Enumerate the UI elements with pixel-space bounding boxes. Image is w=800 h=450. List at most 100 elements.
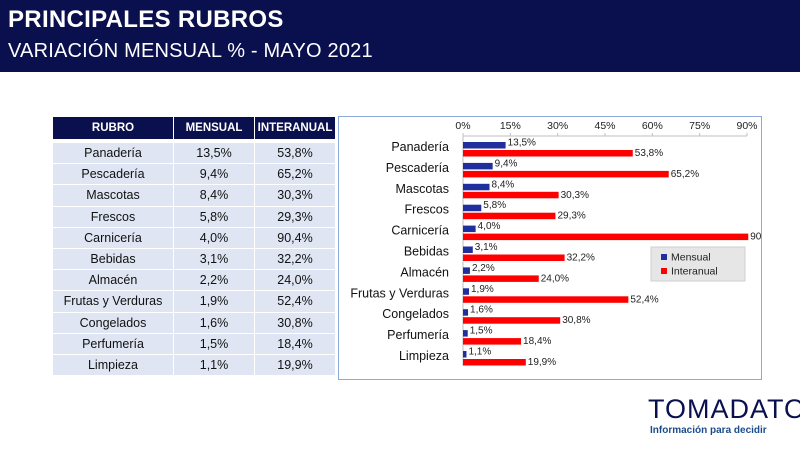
legend-swatch-interanual bbox=[661, 268, 667, 274]
column-header-rubro: RUBRO bbox=[52, 116, 174, 142]
data-label-mensual: 8,4% bbox=[492, 179, 515, 190]
category-label: Mascotas bbox=[396, 182, 450, 196]
data-label-interanual: 30,3% bbox=[561, 190, 589, 201]
data-label-mensual: 1,9% bbox=[471, 284, 494, 295]
chart-panel: 0% 15% 30% 45% 60% 75% 90% Panadería 13,5% 53,8% P… bbox=[338, 116, 762, 380]
cell-mensual: 1,6% bbox=[173, 311, 255, 334]
bar-mensual bbox=[463, 162, 493, 170]
cell-rubro: Frutas y Verduras bbox=[52, 290, 174, 313]
cell-mensual: 4,0% bbox=[173, 226, 255, 249]
cell-rubro: Carnicería bbox=[52, 226, 174, 249]
cell-interanual: 30,8% bbox=[254, 311, 336, 334]
cell-interanual: 53,8% bbox=[254, 139, 336, 165]
logo-brand: TOMADATO bbox=[648, 394, 800, 424]
x-tick-label: 0% bbox=[455, 120, 470, 132]
category-label: Bebidas bbox=[404, 245, 449, 259]
bar-mensual bbox=[463, 225, 476, 233]
cell-rubro: Panadería bbox=[52, 139, 174, 165]
category-label: Almacén bbox=[400, 265, 449, 279]
data-label-interanual: 65,2% bbox=[671, 169, 699, 180]
bar-mensual bbox=[463, 330, 468, 337]
data-label-mensual: 1,1% bbox=[468, 347, 491, 358]
bar-interanual bbox=[463, 317, 561, 324]
rubros-table: RUBRO MENSUAL INTERANUAL Panadería 13,5% 5… bbox=[52, 116, 336, 377]
bar-interanual bbox=[463, 170, 669, 178]
x-tick-label: 75% bbox=[689, 120, 710, 132]
cell-interanual: 30,3% bbox=[254, 184, 336, 207]
data-label-interanual: 52,4% bbox=[630, 294, 658, 305]
data-label-interanual: 30,8% bbox=[562, 315, 590, 326]
bar-chart: 0% 15% 30% 45% 60% 75% 90% Panadería 13,5% 53,8% P… bbox=[350, 120, 761, 368]
data-label-mensual: 13,5% bbox=[508, 138, 536, 149]
x-tick-label: 30% bbox=[547, 120, 568, 132]
x-tick-label: 45% bbox=[594, 120, 615, 132]
category-label: Perfumería bbox=[387, 328, 449, 342]
bar-mensual bbox=[463, 267, 470, 274]
legend-swatch-mensual bbox=[661, 254, 667, 260]
bar-mensual bbox=[463, 351, 467, 358]
column-header-mensual: MENSUAL bbox=[173, 116, 255, 142]
table-row: Limpieza 1,1% 19,9% bbox=[52, 353, 336, 377]
bar-interanual bbox=[463, 338, 522, 345]
data-label-mensual: 2,2% bbox=[472, 263, 495, 274]
table-row: Almacén 2,2% 24,0% bbox=[52, 269, 336, 292]
data-label-mensual: 3,1% bbox=[475, 242, 498, 253]
bar-interanual bbox=[463, 233, 749, 241]
bar-mensual bbox=[463, 204, 482, 212]
category-label: Panadería bbox=[391, 140, 449, 154]
bar-interanual bbox=[463, 150, 633, 157]
category-label: Limpieza bbox=[399, 349, 449, 363]
cell-mensual: 9,4% bbox=[173, 163, 255, 186]
legend-label-interanual: Interanual bbox=[671, 266, 718, 278]
data-label-mensual: 1,6% bbox=[470, 305, 493, 316]
cell-mensual: 1,1% bbox=[173, 353, 255, 377]
table-row: Panadería 13,5% 53,8% bbox=[52, 139, 336, 165]
cell-rubro: Frescos bbox=[52, 205, 174, 228]
cell-rubro: Mascotas bbox=[52, 184, 174, 207]
x-tick-label: 90% bbox=[736, 120, 757, 132]
data-label-mensual: 1,5% bbox=[470, 326, 493, 337]
data-label-interanual: 24,0% bbox=[541, 273, 569, 284]
page-subtitle: VARIACIÓN MENSUAL % - MAYO 2021 bbox=[8, 40, 373, 62]
legend-label-mensual: Mensual bbox=[671, 252, 711, 264]
data-label-interanual: 53,8% bbox=[635, 148, 663, 159]
cell-interanual: 19,9% bbox=[254, 353, 336, 377]
table-row: Bebidas 3,1% 32,2% bbox=[52, 247, 336, 271]
cell-rubro: Limpieza bbox=[52, 353, 174, 377]
data-label-interanual: 19,9% bbox=[528, 357, 556, 368]
category-label: Pescadería bbox=[386, 161, 449, 175]
cell-mensual: 2,2% bbox=[173, 269, 255, 292]
cell-interanual: 90,4% bbox=[254, 226, 336, 249]
x-tick-label: 15% bbox=[500, 120, 521, 132]
table-row: Frutas y Verduras 1,9% 52,4% bbox=[52, 290, 336, 313]
column-header-interanual: INTERANUAL bbox=[254, 116, 336, 142]
data-label-interanual: 32,2% bbox=[567, 253, 595, 264]
bar-mensual bbox=[463, 183, 490, 191]
data-label-interanual: 18,4% bbox=[523, 336, 551, 347]
header-banner: PRINCIPALES RUBROS VARIACIÓN MENSUAL % -… bbox=[0, 0, 800, 72]
category-label: Frescos bbox=[405, 203, 449, 217]
table-row: Pescadería 9,4% 65,2% bbox=[52, 163, 336, 186]
x-tick-label: 60% bbox=[642, 120, 663, 132]
table-row: Mascotas 8,4% 30,3% bbox=[52, 184, 336, 207]
logo-tagline: Información para decidir bbox=[650, 425, 767, 436]
logo: TOMADATO Información para decidir bbox=[648, 394, 800, 444]
bar-interanual bbox=[463, 275, 539, 282]
cell-rubro: Congelados bbox=[52, 311, 174, 334]
table-row: Frescos 5,8% 29,3% bbox=[52, 205, 336, 228]
table-header-row: RUBRO MENSUAL INTERANUAL bbox=[52, 116, 336, 142]
cell-rubro: Pescadería bbox=[52, 163, 174, 186]
bar-mensual bbox=[463, 246, 473, 253]
data-label-mensual: 9,4% bbox=[495, 158, 518, 169]
table-row: Congelados 1,6% 30,8% bbox=[52, 311, 336, 334]
bar-mensual bbox=[463, 142, 506, 149]
table-row: Carnicería 4,0% 90,4% bbox=[52, 226, 336, 249]
data-label-mensual: 4,0% bbox=[478, 221, 501, 232]
category-label: Frutas y Verduras bbox=[350, 286, 449, 300]
cell-interanual: 52,4% bbox=[254, 290, 336, 313]
cell-mensual: 1,5% bbox=[173, 332, 255, 355]
cell-mensual: 8,4% bbox=[173, 184, 255, 207]
bar-interanual bbox=[463, 296, 629, 303]
bar-interanual bbox=[463, 359, 526, 366]
table-row: Perfumería 1,5% 18,4% bbox=[52, 332, 336, 355]
